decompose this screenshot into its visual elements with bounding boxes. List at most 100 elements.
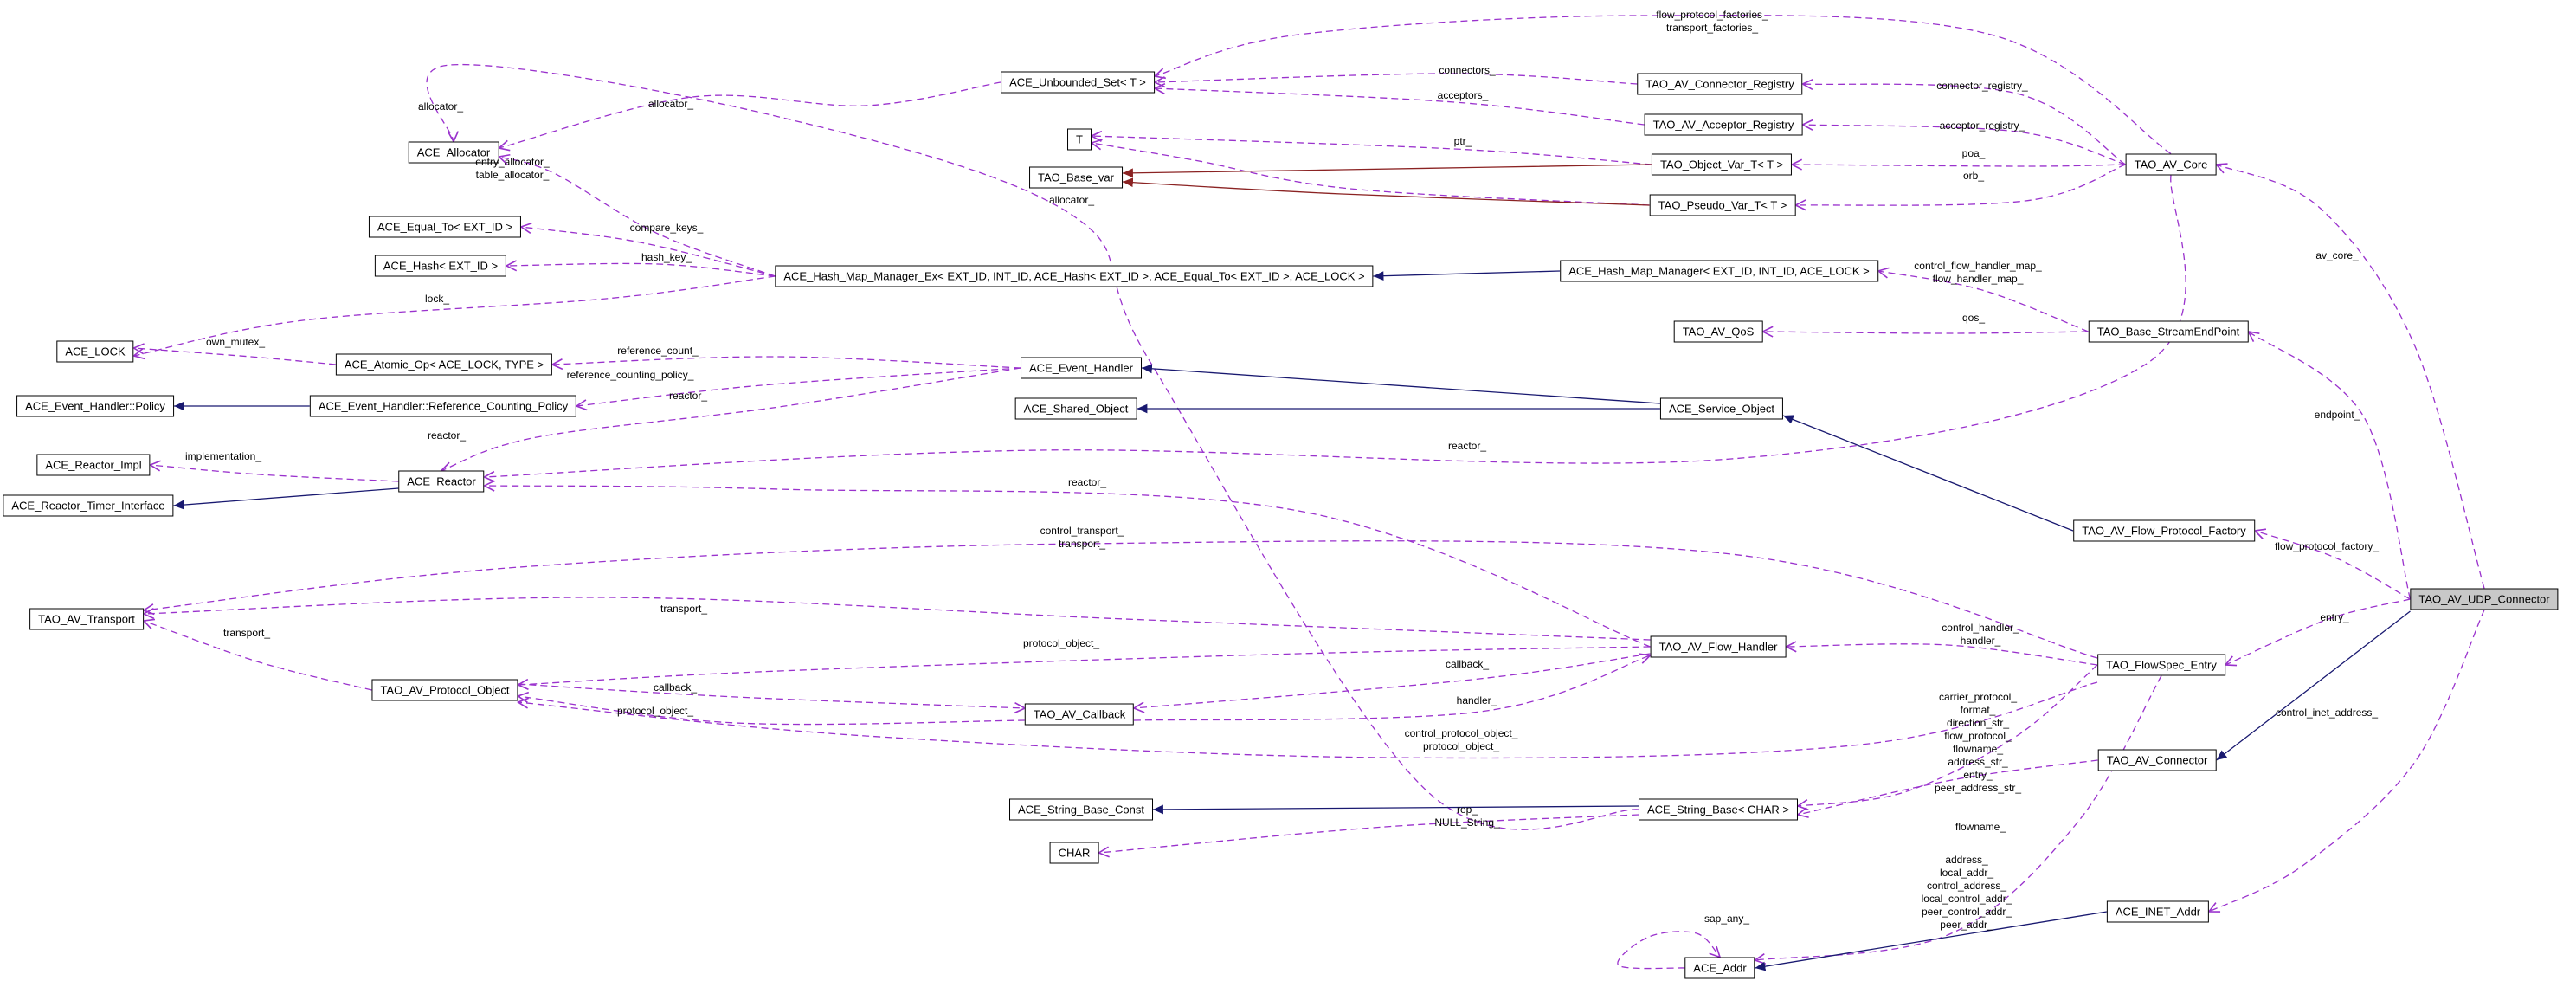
usage-edge-fh-transport: [144, 597, 1651, 641]
edge-label: qos_: [1961, 312, 1986, 324]
class-node-rcpol[interactable]: ACE_Event_Handler::Reference_Counting_Po…: [309, 395, 577, 417]
edge-label: allocator_: [647, 98, 694, 110]
class-node-strbase[interactable]: ACE_String_Base< CHAR >: [1638, 798, 1799, 821]
class-node-uset[interactable]: ACE_Unbounded_Set< T >: [1001, 71, 1155, 94]
edge-label: flow_protocol_factories_ transport_facto…: [1656, 9, 1768, 34]
class-node-hashmap[interactable]: ACE_Hash_Map_Manager< EXT_ID, INT_ID, AC…: [1560, 260, 1878, 282]
class-node-core[interactable]: TAO_AV_Core: [2125, 153, 2217, 176]
usage-edge-core-objvar: [1792, 165, 2126, 166]
class-node-policy[interactable]: ACE_Event_Handler::Policy: [16, 395, 174, 417]
edge-label: hash_key_: [641, 251, 692, 263]
class-node-psvar[interactable]: TAO_Pseudo_Var_T< T >: [1649, 194, 1796, 216]
private-inheritance-edge-psvar-basevar: [1122, 177, 1650, 206]
usage-edge-fh-reactor: [485, 486, 1651, 648]
usage-edge-evh-reactor: [441, 367, 1021, 471]
edge-label: protocol_object_: [616, 705, 694, 717]
edge-label: poa_: [1961, 147, 1986, 159]
edge-label: allocator_: [1048, 194, 1095, 206]
class-node-hash[interactable]: ACE_Hash< EXT_ID >: [374, 255, 507, 277]
usage-edge-udp-sep: [2249, 332, 2412, 600]
class-node-evh[interactable]: ACE_Event_Handler: [1021, 357, 1142, 379]
usage-edge-core-connreg: [1803, 84, 2126, 165]
usage-edge-core-uset: [1155, 15, 2172, 155]
class-node-aceaddr[interactable]: ACE_Addr: [1684, 957, 1755, 979]
usage-edge-avconn-strbase: [1798, 759, 2098, 815]
class-node-rimpl[interactable]: ACE_Reactor_Impl: [36, 454, 151, 476]
edge-label: endpoint_: [2314, 409, 2360, 421]
class-node-protobj[interactable]: TAO_AV_Protocol_Object: [371, 679, 518, 701]
usage-edge-evh-rcpol: [576, 367, 1021, 406]
usage-edge-protobj-transport: [144, 621, 372, 691]
usage-edge-core-reactor: [485, 175, 2186, 478]
class-node-transport[interactable]: TAO_AV_Transport: [29, 608, 144, 630]
class-node-inet[interactable]: ACE_INET_Addr: [2106, 900, 2210, 923]
usage-edge-udp-fse: [2225, 598, 2411, 665]
class-node-svc[interactable]: ACE_Service_Object: [1659, 397, 1784, 420]
edge-label: reactor_: [1067, 476, 1107, 488]
usage-edge-callback-fh: [1133, 655, 1651, 721]
class-node-atomic[interactable]: ACE_Atomic_Op< ACE_LOCK, TYPE >: [335, 353, 553, 376]
class-node-objvar[interactable]: TAO_Object_Var_T< T >: [1651, 153, 1793, 176]
edge-label: reactor_: [1447, 440, 1487, 452]
edge-label: callback_: [653, 681, 698, 694]
inheritance-edge-hashmap-hashex: [1373, 270, 1561, 281]
class-node-shared[interactable]: ACE_Shared_Object: [1014, 397, 1137, 420]
usage-edge-hashex-hash: [506, 263, 776, 277]
usage-edge-fh-callback: [1134, 653, 1651, 708]
usage-edge-atomic-lock: [134, 348, 337, 365]
class-node-hashex[interactable]: ACE_Hash_Map_Manager_Ex< EXT_ID, INT_ID,…: [775, 265, 1374, 287]
class-node-strconst[interactable]: ACE_String_Base_Const: [1009, 798, 1153, 821]
edge-label: entry_: [2320, 611, 2349, 623]
usage-edge-sep-hashmap: [1878, 271, 2089, 332]
class-node-char[interactable]: CHAR: [1049, 842, 1099, 864]
usage-edge-fse-fh: [1787, 644, 2098, 666]
class-node-accreg[interactable]: TAO_AV_Acceptor_Registry: [1644, 113, 1803, 136]
class-node-fse[interactable]: TAO_FlowSpec_Entry: [2097, 654, 2225, 676]
edge-label: control_transport_ transport_: [1040, 525, 1124, 550]
class-node-basevar[interactable]: TAO_Base_var: [1029, 166, 1123, 189]
class-node-alloc[interactable]: ACE_Allocator: [408, 141, 499, 164]
class-node-reactor[interactable]: ACE_Reactor: [398, 470, 485, 493]
usage-edge-uset-alloc: [499, 81, 1001, 148]
usage-edge-fh-protobj: [518, 646, 1651, 685]
usage-edge-objvar-t: [1092, 136, 1652, 165]
usage-edge-strbase-alloc: [426, 63, 1639, 830]
edge-label: control_flow_handler_map_ flow_handler_m…: [1914, 260, 2042, 285]
edge-label: reactor_: [668, 390, 708, 402]
class-node-lock[interactable]: ACE_LOCK: [56, 340, 134, 363]
edge-label: implementation_: [184, 450, 262, 462]
inheritance-edge-udp-avconn: [2216, 610, 2411, 761]
class-node-t[interactable]: T: [1067, 128, 1092, 151]
class-node-avconn[interactable]: TAO_AV_Connector: [2097, 749, 2217, 771]
edge-label: control_inet_address_: [2275, 706, 2379, 719]
usage-edge-core-psvar: [1796, 164, 2126, 205]
edge-label: address_ local_addr_ control_address_ lo…: [1921, 854, 2012, 931]
usage-edge-fse-transport: [144, 540, 2098, 659]
usage-edge-callback-protobj: [518, 696, 1026, 726]
class-node-qos[interactable]: TAO_AV_QoS: [1673, 320, 1763, 343]
usage-edge-accreg-uset: [1155, 88, 1645, 126]
edge-label: transport_: [222, 627, 271, 639]
edge-label: connectors_: [1439, 64, 1496, 76]
edge-label: orb_: [1962, 170, 1985, 182]
inheritance-edge-svc-evh: [1141, 364, 1661, 404]
usage-edge-fse-strbase: [1798, 664, 2098, 806]
usage-edge-udp-fpf: [2255, 531, 2411, 600]
class-node-fpf[interactable]: TAO_AV_Flow_Protocol_Factory: [2073, 519, 2255, 542]
edge-label: rep_ NULL_String_: [1434, 803, 1500, 829]
class-node-fh[interactable]: TAO_AV_Flow_Handler: [1650, 635, 1787, 658]
class-node-connreg[interactable]: TAO_AV_Connector_Registry: [1637, 73, 1803, 95]
class-node-sep[interactable]: TAO_Base_StreamEndPoint: [2088, 320, 2249, 343]
inheritance-edge-strbase-strconst: [1152, 804, 1639, 815]
usage-edge-sep-qos: [1763, 332, 2089, 333]
class-node-rtimer[interactable]: ACE_Reactor_Timer_Interface: [3, 494, 174, 517]
edge-label: reactor_: [427, 429, 467, 442]
class-node-equalto[interactable]: ACE_Equal_To< EXT_ID >: [368, 216, 522, 238]
class-node-callback[interactable]: TAO_AV_Callback: [1024, 703, 1135, 726]
edge-label: lock_: [424, 293, 450, 305]
inheritance-edge-inet-aceaddr: [1755, 911, 2108, 971]
usage-edge-core-accreg: [1803, 125, 2126, 165]
edge-label: av_core_: [2315, 249, 2359, 261]
